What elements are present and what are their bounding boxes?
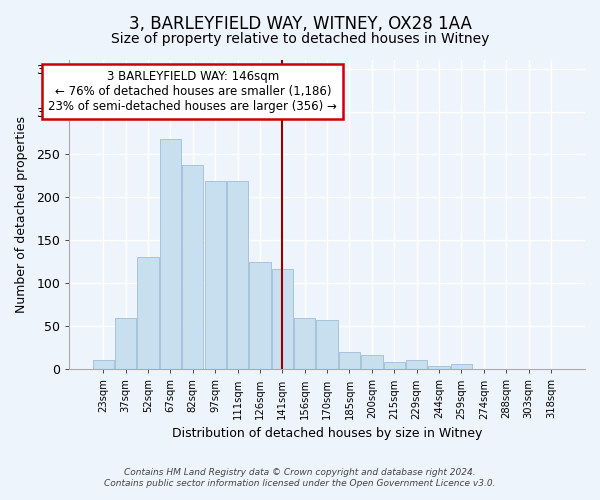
Bar <box>250 262 271 370</box>
Text: 3 BARLEYFIELD WAY: 146sqm
← 76% of detached houses are smaller (1,186)
23% of se: 3 BARLEYFIELD WAY: 146sqm ← 76% of detac… <box>49 70 337 114</box>
Bar <box>361 354 383 370</box>
Bar <box>137 256 159 370</box>
Bar <box>339 352 360 370</box>
Bar <box>160 139 181 370</box>
Bar <box>115 318 136 370</box>
Bar <box>182 165 203 370</box>
Bar <box>272 269 293 370</box>
Bar <box>451 364 472 370</box>
Bar <box>406 360 427 370</box>
Y-axis label: Number of detached properties: Number of detached properties <box>15 116 28 313</box>
Bar <box>92 360 114 370</box>
Bar <box>316 320 338 370</box>
Bar <box>205 181 226 370</box>
X-axis label: Distribution of detached houses by size in Witney: Distribution of detached houses by size … <box>172 427 482 440</box>
Bar <box>227 181 248 370</box>
Bar <box>294 318 316 370</box>
Bar <box>383 362 405 370</box>
Text: 3, BARLEYFIELD WAY, WITNEY, OX28 1AA: 3, BARLEYFIELD WAY, WITNEY, OX28 1AA <box>128 15 472 33</box>
Bar <box>428 366 449 370</box>
Text: Size of property relative to detached houses in Witney: Size of property relative to detached ho… <box>111 32 489 46</box>
Text: Contains HM Land Registry data © Crown copyright and database right 2024.
Contai: Contains HM Land Registry data © Crown c… <box>104 468 496 487</box>
